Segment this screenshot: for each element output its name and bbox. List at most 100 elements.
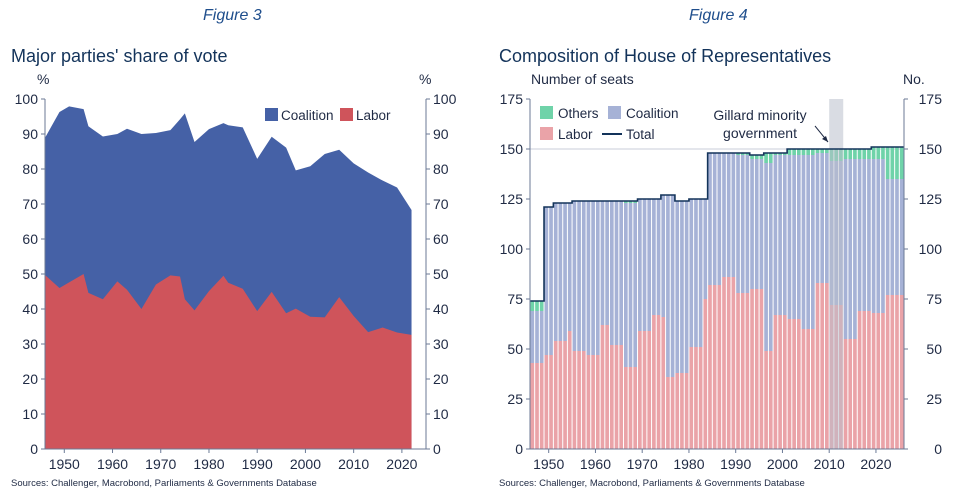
- y-tick-label-right: 100: [433, 91, 457, 107]
- x-tick-label: 1950: [49, 456, 80, 472]
- x-tick-label: 1950: [533, 456, 564, 472]
- y-tick-label-right: 75: [926, 291, 942, 307]
- others-bar: [633, 201, 638, 203]
- others-bar: [820, 149, 825, 153]
- labor-bar: [825, 283, 829, 449]
- coalition-bar: [750, 159, 754, 289]
- x-tick-label: 1970: [627, 456, 658, 472]
- labor-bar: [796, 319, 801, 449]
- labor-bar: [895, 295, 899, 449]
- coalition-bar: [689, 199, 694, 347]
- annotation-arrowhead: [822, 136, 828, 142]
- others-bar: [759, 155, 764, 159]
- others-bar: [768, 153, 773, 163]
- labor-bar: [642, 331, 647, 449]
- legend-swatch-coalition: [608, 106, 621, 119]
- labor-bar: [792, 319, 796, 449]
- coalition-bar: [544, 207, 549, 355]
- others-bar: [778, 153, 782, 155]
- coalition-bar: [572, 201, 577, 351]
- total-line: [530, 146, 904, 302]
- labor-bar: [782, 315, 787, 449]
- others-bar: [773, 153, 778, 155]
- labor-bar: [595, 355, 600, 449]
- labor-bar: [871, 313, 876, 449]
- labor-bar: [530, 363, 535, 449]
- labor-bar: [553, 341, 558, 449]
- others-bar: [792, 149, 796, 155]
- labor-bar: [885, 295, 890, 449]
- y-tick-label-left: 50: [507, 341, 523, 357]
- coalition-bar: [708, 153, 712, 285]
- labor-bar: [862, 311, 867, 449]
- labor-bar: [638, 331, 642, 449]
- y-tick-label-left: 10: [22, 406, 38, 422]
- others-bar: [885, 147, 890, 179]
- coalition-bar: [820, 153, 825, 283]
- others-bar: [624, 201, 628, 203]
- y-tick-label-left: 0: [30, 441, 38, 457]
- labor-bar: [736, 293, 740, 449]
- coalition-bar: [806, 155, 810, 329]
- coalition-bar: [876, 159, 881, 313]
- x-tick-label: 1980: [193, 456, 224, 472]
- labor-bar: [698, 347, 703, 449]
- coalition-bar: [567, 203, 572, 331]
- others-bar: [843, 149, 848, 159]
- others-bar: [801, 149, 806, 155]
- y-tick-label-left: 0: [515, 441, 523, 457]
- x-tick-label: 1970: [145, 456, 176, 472]
- coalition-bar: [642, 199, 647, 331]
- others-bar: [745, 153, 750, 155]
- figure-4-left-unit: Number of seats: [531, 71, 634, 87]
- coalition-bar: [853, 159, 857, 339]
- labor-bar: [890, 295, 895, 449]
- y-tick-label-left: 150: [500, 141, 524, 157]
- others-bar: [811, 149, 815, 155]
- labor-bar: [591, 355, 595, 449]
- labor-bar: [581, 351, 586, 449]
- coalition-bar: [586, 201, 591, 355]
- coalition-bar: [553, 203, 558, 341]
- others-bar: [782, 153, 787, 155]
- y-tick-label-left: 100: [500, 241, 524, 257]
- labor-bar: [563, 341, 567, 449]
- others-bar: [750, 155, 754, 159]
- labor-bar: [549, 355, 553, 449]
- figure-4-label: Figure 4: [689, 7, 748, 24]
- legend-swatch-coalition: [265, 108, 278, 121]
- labor-bar: [773, 315, 778, 449]
- coalition-bar: [698, 199, 703, 347]
- coalition-bar: [768, 163, 773, 351]
- labor-bar: [609, 345, 614, 449]
- legend-label-labor: Labor: [558, 127, 593, 142]
- labor-bar: [605, 325, 609, 449]
- others-bar: [806, 149, 810, 155]
- coalition-bar: [736, 155, 740, 293]
- x-tick-label: 2000: [767, 456, 798, 472]
- labor-bar: [764, 351, 768, 449]
- coalition-bar: [881, 159, 885, 313]
- labor-bar: [881, 313, 885, 449]
- labor-bar: [778, 315, 782, 449]
- coalition-bar: [530, 311, 535, 363]
- y-tick-label-left: 70: [22, 196, 38, 212]
- y-tick-label-right: 90: [433, 126, 449, 142]
- coalition-bar: [722, 153, 726, 277]
- y-tick-label-left: 175: [500, 91, 524, 107]
- coalition-bar: [787, 155, 792, 319]
- labor-bar: [558, 341, 563, 449]
- y-tick-label-left: 80: [22, 161, 38, 177]
- legend-swatch-labor: [540, 127, 553, 140]
- y-tick-label-left: 100: [15, 91, 39, 107]
- y-tick-label-left: 75: [507, 291, 523, 307]
- figure-3-source: Sources: Challenger, Macrobond, Parliame…: [11, 478, 317, 489]
- coalition-bar: [825, 153, 829, 283]
- figure-4-chart: 0 0 25 25 50 50 75 75 100 100 125 125 150 150 175 175 19…: [500, 91, 943, 472]
- coalition-bar: [871, 159, 876, 313]
- labor-bar: [848, 339, 853, 449]
- labor-bar: [694, 347, 698, 449]
- labor-bar: [703, 299, 708, 449]
- labor-bar: [899, 295, 904, 449]
